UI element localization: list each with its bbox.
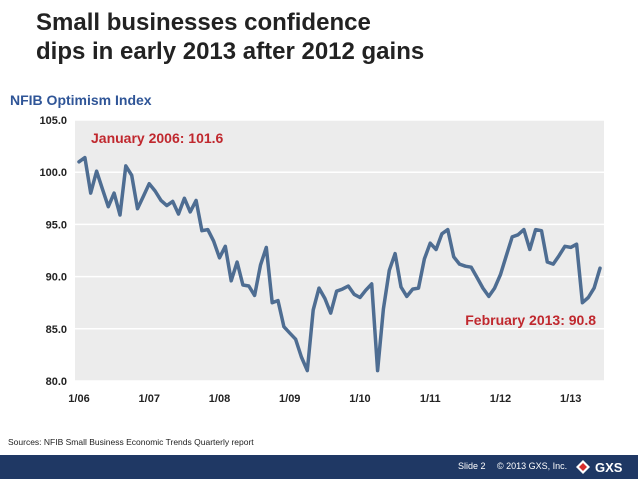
gxs-logo-icon <box>576 460 590 474</box>
x-tick-label: 1/06 <box>68 393 89 405</box>
title-line-2: dips in early 2013 after 2012 gains <box>36 38 425 65</box>
y-tick-label: 90.0 <box>46 272 67 284</box>
gxs-logo: GXS <box>574 458 622 476</box>
y-axis: 80.0 85.0 90.0 95.0 100.0 105.0 <box>39 115 67 388</box>
y-tick-label: 85.0 <box>46 324 67 336</box>
annotation-start: January 2006: 101.6 <box>91 130 224 146</box>
x-tick-label: 1/11 <box>420 393 441 405</box>
x-tick-label: 1/12 <box>490 393 511 405</box>
x-tick-label: 1/08 <box>209 393 230 405</box>
x-tick-label: 1/10 <box>349 393 370 405</box>
series-line-optimism-index <box>77 155 602 373</box>
annotation-end: February 2013: 90.8 <box>465 312 596 328</box>
x-tick-label: 1/09 <box>279 393 300 405</box>
slide-title: Small businesses confidence dips in earl… <box>36 8 616 66</box>
title-line-1: Small businesses confidence <box>36 9 371 36</box>
copyright: © 2013 GXS, Inc. <box>497 461 568 471</box>
y-tick-label: 105.0 <box>39 115 67 127</box>
index-label: NFIB Optimism Index <box>10 92 152 108</box>
x-axis: 1/06 1/07 1/08 1/09 1/10 1/11 1/12 1/13 <box>68 393 581 405</box>
plot-area <box>75 120 604 381</box>
y-tick-label: 100.0 <box>39 167 67 179</box>
logo-text: GXS <box>595 459 623 475</box>
sources-note: Sources: NFIB Small Business Economic Tr… <box>8 437 254 447</box>
annotations: January 2006: 101.6 February 2013: 90.8 <box>91 130 596 328</box>
y-tick-label: 80.0 <box>46 376 67 388</box>
x-tick-label: 1/13 <box>560 393 581 405</box>
slide-number: Slide 2 <box>458 461 486 471</box>
x-tick-label: 1/07 <box>139 393 160 405</box>
y-tick-label: 95.0 <box>46 219 67 231</box>
grid-lines <box>75 119 604 382</box>
footer-bar: Slide 2 © 2013 GXS, Inc. GXS <box>0 455 638 479</box>
